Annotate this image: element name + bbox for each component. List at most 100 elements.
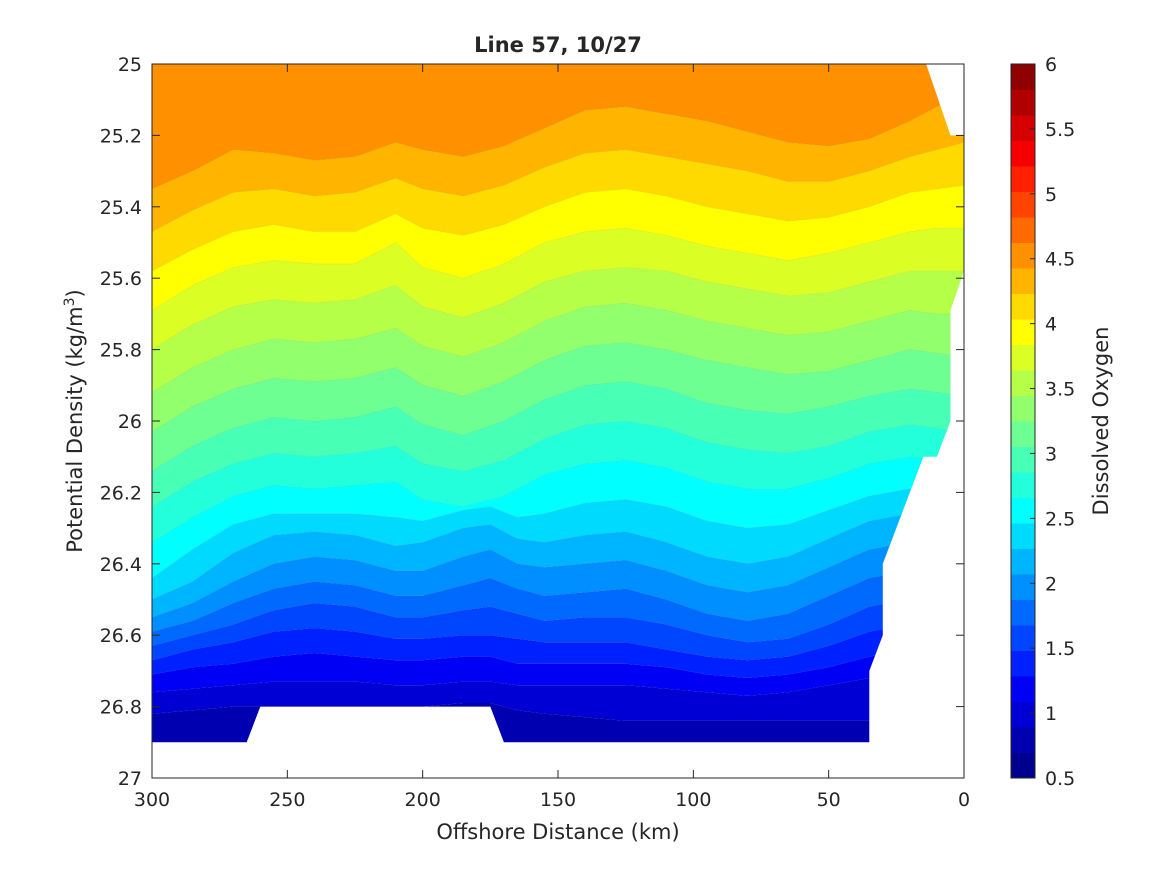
contour-band (152, 267, 964, 393)
colorbar-segment (1011, 217, 1035, 243)
colorbar-segment (1011, 446, 1035, 473)
colorbar-tick-label: 0.5 (1045, 768, 1075, 790)
contour-bands (152, 64, 964, 743)
x-tick-label: 200 (405, 789, 441, 811)
y-tick-label: 26.2 (100, 482, 142, 504)
y-tick-label: 26.6 (100, 625, 142, 647)
colorbar-segment (1011, 548, 1035, 575)
colorbar-segment (1011, 472, 1035, 498)
colorbar: 0.5 1 1.5 2 2.5 3 3.5 4 4.5 5 5.5 6 Dissolved Oxyge… (1010, 54, 1113, 790)
colorbar-segment (1011, 701, 1035, 728)
chart-title: Line 57, 10/27 (474, 33, 642, 57)
colorbar-bands (1011, 64, 1035, 779)
contour-band (152, 142, 964, 272)
colorbar-segment (1011, 166, 1035, 192)
colorbar-segment (1011, 268, 1035, 294)
x-tick-label: 50 (817, 789, 841, 811)
x-tick-label: 100 (675, 789, 711, 811)
colorbar-tick-label: 2.5 (1045, 508, 1075, 530)
colorbar-tick-label: 2 (1045, 573, 1057, 595)
y-axis-label-close: ) (63, 289, 87, 297)
colorbar-segment (1011, 523, 1035, 549)
x-tick-label: 300 (134, 789, 170, 811)
x-tick-label: 0 (958, 789, 970, 811)
colorbar-segment (1011, 319, 1035, 345)
contour-band (152, 542, 964, 632)
x-axis-ticks: 300 250 200 150 100 50 0 (134, 64, 970, 811)
colorbar-box (1010, 63, 1036, 779)
colorbar-tick-label: 3 (1045, 443, 1057, 465)
colorbar-segment (1011, 574, 1035, 600)
contour-line (152, 227, 964, 311)
contour-line (152, 92, 964, 190)
colorbar-segment (1011, 676, 1035, 702)
colorbar-segment (1011, 64, 1035, 90)
contour-band (152, 381, 964, 507)
y-tick-label: 25.6 (100, 268, 142, 290)
contour-band (152, 599, 964, 661)
contour-band (152, 624, 964, 678)
colorbar-segment (1011, 599, 1035, 626)
y-axis-label: Potential Density (kg/m3) (62, 289, 87, 553)
contour-line (152, 649, 964, 679)
contour-band (152, 456, 964, 579)
contour-line (152, 542, 964, 618)
colorbar-segment (1011, 115, 1035, 141)
y-tick-label: 25.2 (100, 125, 142, 147)
contour-line (152, 702, 964, 722)
colorbar-segment (1011, 395, 1035, 422)
contour-line (152, 267, 964, 350)
contour-line (152, 513, 964, 600)
y-axis-label-main: Potential Density (kg/m (63, 306, 87, 552)
contour-band (152, 674, 964, 721)
contour-line (152, 456, 964, 543)
colorbar-segment (1011, 497, 1035, 524)
plot-area (152, 64, 964, 743)
colorbar-segment (1011, 344, 1035, 371)
colorbar-segment (1011, 140, 1035, 167)
y-axis-label-superscript: 3 (62, 297, 78, 306)
y-tick-label: 26.4 (100, 554, 142, 576)
contour-line (152, 185, 964, 272)
contour-band (152, 421, 964, 543)
y-tick-label: 25 (118, 54, 142, 76)
colorbar-ticks: 0.5 1 1.5 2 2.5 3 3.5 4 4.5 5 5.5 6 (1030, 54, 1075, 790)
colorbar-segment (1011, 727, 1035, 753)
y-tick-label: 25.4 (100, 197, 142, 219)
y-tick-label: 26 (118, 411, 142, 433)
contour-band (152, 92, 964, 232)
colorbar-tick-label: 3.5 (1045, 379, 1075, 401)
contour-band (152, 570, 964, 646)
contour-line (152, 674, 964, 697)
contour-band (152, 185, 964, 311)
colorbar-tick-label: 5.5 (1045, 119, 1075, 141)
contour-line (152, 381, 964, 472)
colorbar-segment (1011, 293, 1035, 320)
colorbar-segment (1011, 242, 1035, 269)
y-tick-label: 27 (118, 768, 142, 790)
colorbar-segment (1011, 370, 1035, 396)
x-axis-label: Offshore Distance (km) (436, 820, 679, 844)
y-tick-label: 25.8 (100, 340, 142, 362)
contour-line (152, 570, 964, 632)
x-tick-label: 250 (269, 789, 305, 811)
contour-band (152, 488, 964, 600)
colorbar-tick-label: 4.5 (1045, 249, 1075, 271)
y-axis-ticks: 25 25.2 25.4 25.6 25.8 26 26.2 26.4 26.6 26.8 27 (100, 54, 964, 790)
contour-line (152, 420, 964, 507)
colorbar-label: Dissolved Oxygen (1089, 327, 1113, 516)
contour-line (152, 142, 964, 233)
contour-line (152, 488, 964, 579)
colorbar-tick-label: 4 (1045, 314, 1057, 336)
contour-line (152, 342, 964, 432)
colorbar-tick-label: 6 (1045, 54, 1057, 76)
colorbar-segment (1011, 89, 1035, 116)
contour-band (152, 342, 964, 471)
contour-line (152, 302, 964, 393)
contour-band (152, 513, 964, 618)
x-tick-label: 150 (540, 789, 576, 811)
colorbar-segment (1011, 421, 1035, 447)
contour-line (152, 624, 964, 661)
colorbar-tick-label: 5 (1045, 184, 1057, 206)
